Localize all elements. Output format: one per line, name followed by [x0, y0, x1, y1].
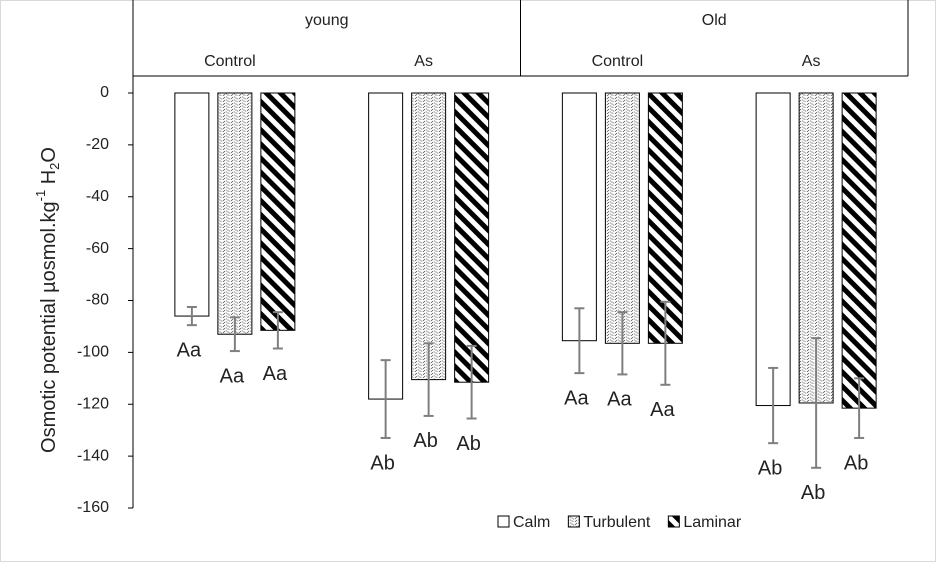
significance-letter: Ab [844, 452, 868, 474]
legend-swatch [497, 515, 510, 528]
bar [755, 92, 791, 407]
group-label: Old [702, 12, 727, 29]
category-label: As [802, 53, 821, 70]
category-label: Control [204, 53, 256, 70]
legend-label: Laminar [683, 514, 741, 531]
bar [454, 92, 490, 383]
category-label: Control [592, 53, 644, 70]
y-axis-label: Osmotic potential µosmol.kg-1 H2O [33, 147, 62, 453]
y-tick-label: -40 [86, 188, 109, 205]
bar [841, 92, 877, 409]
y-tick-label: -100 [77, 344, 109, 361]
bar [604, 92, 640, 344]
bar [174, 92, 210, 317]
y-tick-label: -120 [77, 395, 109, 412]
legend-swatch [567, 515, 580, 528]
significance-letter: Aa [177, 339, 202, 361]
significance-letter: Aa [650, 399, 675, 421]
significance-letter: Ab [413, 430, 437, 452]
bar [260, 92, 296, 331]
bar [411, 92, 447, 381]
significance-letter: Aa [564, 387, 589, 409]
group-label: young [305, 12, 349, 29]
significance-letter: Ab [758, 457, 782, 479]
y-tick-label: -160 [77, 499, 109, 516]
significance-letter: Ab [801, 482, 825, 504]
y-tick-label: -80 [86, 292, 109, 309]
significance-letter: Aa [220, 365, 245, 387]
significance-letter: Aa [607, 389, 632, 411]
category-label: As [414, 53, 433, 70]
significance-letter: Ab [456, 433, 480, 455]
significance-letter: Ab [370, 452, 394, 474]
legend-label: Calm [513, 514, 550, 531]
y-tick-label: 0 [100, 84, 109, 101]
bar [561, 92, 597, 342]
bar [217, 92, 253, 335]
y-tick-label: -20 [86, 136, 109, 153]
legend-swatch [667, 515, 680, 528]
legend-label: Turbulent [583, 514, 651, 531]
y-tick-label: -140 [77, 447, 109, 464]
significance-letter: Aa [263, 363, 288, 385]
y-tick-label: -60 [86, 240, 109, 257]
bar [368, 92, 404, 400]
